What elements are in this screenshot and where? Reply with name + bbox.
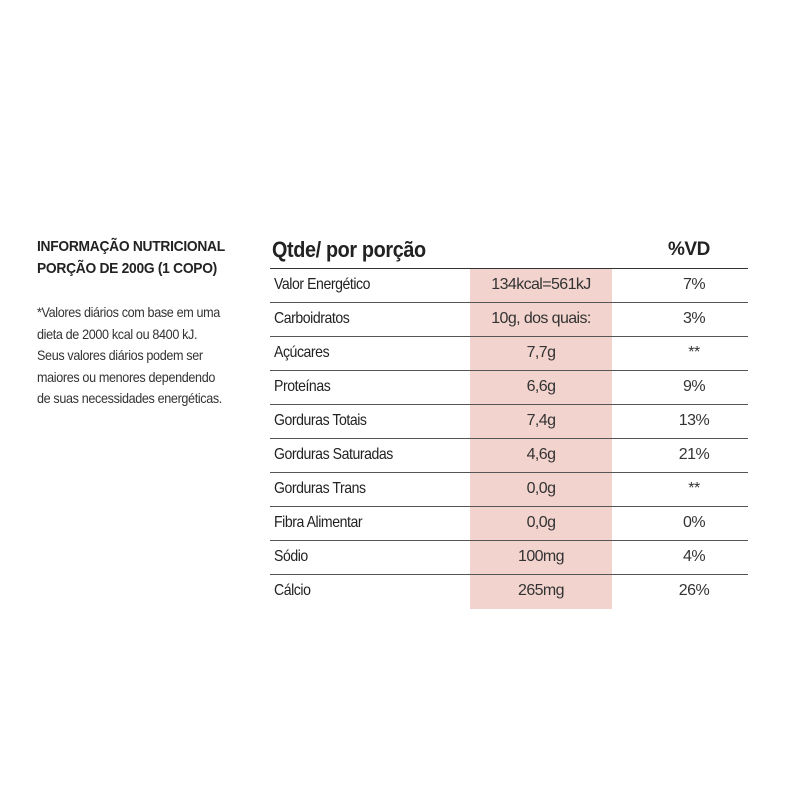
nutrient-name: Cálcio — [274, 582, 311, 599]
table-row: Gorduras Totais 7,4g 13% — [270, 405, 748, 439]
nutrient-quantity: 134kcal=561kJ — [491, 276, 591, 293]
nutrient-quantity: 0,0g — [526, 480, 556, 497]
nutrition-table: Qtde/ por porção %VD Valor Energético 13… — [270, 234, 748, 609]
table-row: Proteínas 6,6g 9% — [270, 371, 748, 405]
nutrient-daily-value: 21% — [678, 446, 710, 463]
nutrient-quantity: 7,7g — [526, 344, 556, 361]
header-quantity-per-portion: Qtde/ por porção — [272, 237, 426, 262]
nutrient-name: Carboidratos — [274, 310, 350, 327]
nutrition-title: INFORMAÇÃO NUTRICIONAL — [37, 238, 225, 255]
table-row: Fibra Alimentar 0,0g 0% — [270, 507, 748, 541]
nutrient-quantity: 0,0g — [526, 514, 556, 531]
nutrient-name: Fibra Alimentar — [274, 514, 363, 531]
nutrient-name: Proteínas — [274, 378, 331, 395]
nutrient-name: Açúcares — [274, 344, 330, 361]
nutrient-quantity: 6,6g — [526, 378, 556, 395]
nutrient-name: Sódio — [274, 548, 308, 565]
nutrient-quantity: 100mg — [518, 548, 565, 565]
table-header: Qtde/ por porção %VD — [270, 234, 748, 269]
nutrient-name: Gorduras Totais — [274, 412, 367, 429]
nutrient-name: Gorduras Trans — [274, 480, 366, 497]
nutrient-daily-value: 26% — [678, 582, 710, 599]
nutrient-quantity: 4,6g — [526, 446, 556, 463]
table-row: Valor Energético 134kcal=561kJ 7% — [270, 269, 748, 303]
nutrient-daily-value: ** — [688, 480, 700, 497]
table-row: Carboidratos 10g, dos quais: 3% — [270, 303, 748, 337]
nutrient-daily-value: 4% — [682, 548, 706, 565]
nutrient-quantity: 7,4g — [526, 412, 556, 429]
nutrient-quantity: 265mg — [518, 582, 565, 599]
nutrient-daily-value: 3% — [682, 310, 706, 327]
nutrition-info-panel: INFORMAÇÃO NUTRICIONAL PORÇÃO DE 200G (1… — [37, 236, 265, 410]
table-row: Sódio 100mg 4% — [270, 541, 748, 575]
table-row: Gorduras Saturadas 4,6g 21% — [270, 439, 748, 473]
nutrient-daily-value: ** — [688, 344, 700, 361]
header-daily-value: %VD — [668, 239, 710, 260]
nutrient-name: Valor Energético — [274, 276, 371, 293]
nutrient-quantity: 10g, dos quais: — [491, 310, 591, 327]
nutrient-name: Gorduras Saturadas — [274, 446, 393, 463]
nutrient-daily-value: 13% — [678, 412, 710, 429]
nutrient-daily-value: 0% — [682, 514, 706, 531]
nutrient-daily-value: 9% — [682, 378, 706, 395]
table-row: Gorduras Trans 0,0g ** — [270, 473, 748, 507]
table-row: Açúcares 7,7g ** — [270, 337, 748, 371]
nutrient-daily-value: 7% — [682, 276, 706, 293]
portion-title: PORÇÃO DE 200G (1 COPO) — [37, 260, 218, 277]
daily-values-footnote: *Valores diários com base em uma dieta d… — [37, 304, 222, 406]
table-row: Cálcio 265mg 26% — [270, 575, 748, 608]
